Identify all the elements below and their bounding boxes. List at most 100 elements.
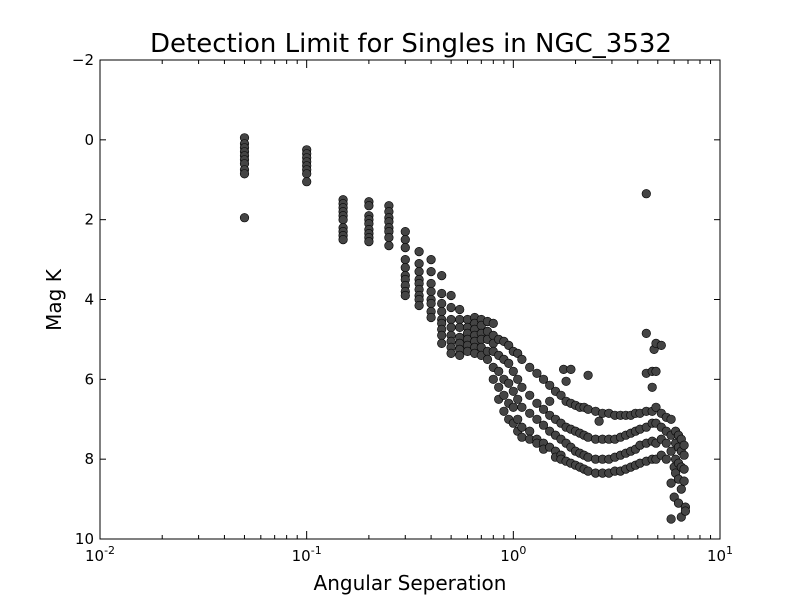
data-point (661, 438, 671, 448)
data-point (647, 382, 657, 392)
data-point (641, 189, 651, 199)
data-point (494, 382, 504, 392)
y-tick-label: −2 (72, 51, 94, 69)
data-point (525, 426, 535, 436)
data-point (446, 322, 456, 333)
y-tick-label: 2 (84, 211, 94, 229)
data-point (517, 422, 527, 432)
x-tick-label: 100 (500, 544, 526, 565)
data-point (437, 298, 447, 309)
y-tick-label: 0 (84, 131, 94, 149)
data-point (426, 286, 436, 297)
chart-title: Detection Limit for Singles in NGC_3532 (150, 29, 672, 59)
data-point (673, 498, 684, 508)
data-point (656, 340, 666, 351)
data-point (583, 466, 593, 476)
data-point (661, 454, 671, 464)
data-point (437, 306, 447, 317)
data-point (400, 243, 410, 253)
data-point (400, 235, 410, 245)
data-point (508, 386, 518, 396)
data-point (504, 378, 514, 388)
data-point (545, 380, 555, 390)
data-point (426, 312, 436, 323)
data-point (594, 416, 604, 426)
data-point (499, 390, 509, 400)
data-point (641, 328, 651, 339)
data-point (556, 390, 566, 400)
data-point (437, 288, 447, 299)
data-point (538, 374, 549, 384)
data-point (583, 432, 593, 442)
data-point (455, 322, 465, 333)
data-point (446, 290, 456, 301)
data-point (426, 267, 436, 277)
data-point (517, 382, 527, 392)
data-point (666, 446, 676, 456)
data-point (666, 478, 676, 488)
data-point (488, 374, 498, 384)
data-point (508, 366, 518, 377)
data-point (384, 233, 394, 243)
data-point (437, 338, 447, 349)
data-point (446, 348, 456, 359)
data-point (538, 404, 549, 414)
data-point (532, 414, 542, 424)
data-point (364, 201, 374, 211)
data-point (676, 484, 686, 494)
data-point (508, 402, 518, 412)
data-point (446, 302, 456, 313)
data-point (494, 366, 504, 377)
data-point (488, 318, 498, 329)
points-layer (239, 133, 691, 524)
data-point (414, 247, 424, 257)
data-point (513, 414, 523, 424)
data-point (651, 402, 661, 412)
data-point (400, 227, 410, 237)
data-point (583, 452, 593, 462)
data-point (400, 290, 410, 301)
x-tick-label: 10-1 (292, 544, 322, 565)
y-axis-title: Mag K (42, 268, 66, 331)
y-tick-label: 8 (84, 450, 94, 468)
data-point (504, 358, 514, 369)
data-point (239, 169, 250, 179)
data-point (414, 259, 424, 269)
data-point (437, 271, 447, 281)
x-tick-label: 10-2 (85, 544, 115, 565)
x-tick-label: 101 (707, 544, 733, 565)
data-point (679, 464, 689, 474)
data-point (338, 215, 348, 225)
data-point (446, 314, 456, 325)
data-point (400, 255, 410, 265)
data-point (679, 440, 689, 450)
data-point (513, 394, 523, 404)
data-point (482, 354, 493, 365)
data-point (499, 406, 509, 416)
data-point (538, 420, 549, 430)
data-point (239, 213, 250, 223)
data-point (525, 362, 535, 373)
data-point (338, 235, 348, 245)
data-point (414, 300, 424, 311)
data-point (364, 237, 374, 247)
data-point (437, 330, 447, 341)
data-point (513, 374, 523, 384)
data-point (426, 255, 436, 265)
data-point (679, 450, 689, 460)
data-point (426, 278, 436, 289)
data-point (666, 414, 676, 424)
data-point (561, 376, 571, 386)
data-point (680, 506, 691, 516)
data-point (302, 169, 312, 179)
data-point (566, 364, 576, 375)
data-point (384, 241, 394, 251)
data-point (666, 514, 676, 524)
data-point (302, 177, 312, 187)
data-point (525, 408, 535, 418)
x-axis-title: Angular Seperation (314, 571, 507, 595)
data-point (455, 350, 465, 361)
data-point (532, 398, 542, 408)
y-tick-label: 4 (84, 291, 94, 309)
